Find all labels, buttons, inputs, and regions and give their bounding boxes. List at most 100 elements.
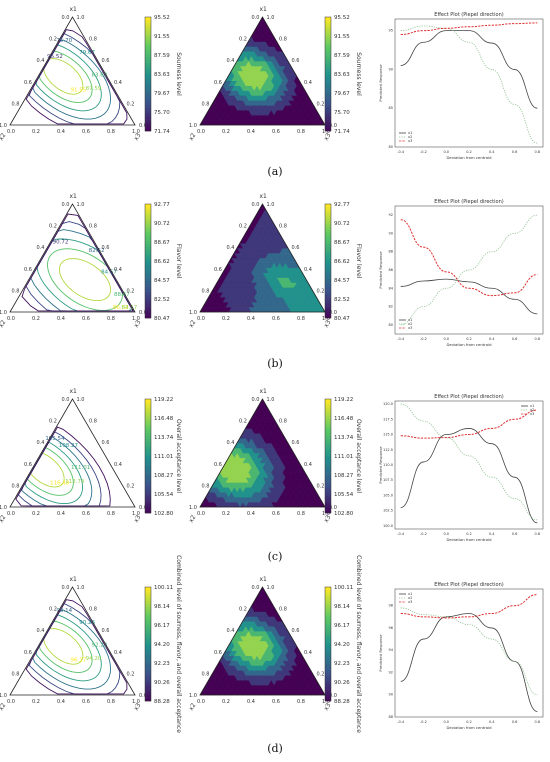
y-axis-label: Predicted Response (378, 634, 383, 672)
tick-label-x3: 0.6 (82, 511, 90, 517)
colorbar-cell (325, 215, 331, 219)
axis-label-x1: x1 (70, 6, 78, 13)
contour-label: 82.52 (89, 248, 105, 254)
colorbar-cell (145, 456, 151, 460)
tick-label-x3: 0.6 (272, 699, 280, 705)
series-line-x1 (400, 613, 538, 712)
colorbar-frame (144, 586, 152, 702)
axis-label-x1: x1 (70, 576, 78, 583)
colorbar-tick: 113.74 (334, 435, 354, 441)
colorbar-tick: 105.54 (154, 492, 174, 498)
colorbar-tick: 86.62 (154, 259, 170, 265)
colorbar-cell (325, 45, 331, 49)
contour-line (26, 447, 74, 496)
tick-label-x3: 0.0 (197, 511, 205, 517)
tick-label-x3: 1.0 (132, 699, 140, 705)
colorbar-cell (145, 42, 151, 46)
colorbar-cell (145, 56, 151, 61)
axis-label-x2: x2 (188, 702, 198, 712)
tick-label-x1: 1.0 (77, 15, 85, 21)
colorbar-cell (145, 48, 151, 52)
colorbar-cell (145, 626, 151, 631)
colorbar-cell (325, 595, 331, 599)
tick-label-x1: 0.6 (102, 245, 110, 251)
tick-label-x2: 0.8 (12, 671, 20, 677)
tick-label-x2: 1.0 (189, 505, 197, 511)
tick-label-x2: 0.0 (62, 202, 70, 208)
tick-label-x3: 0.2 (32, 511, 40, 517)
colorbar-cell (325, 604, 331, 608)
colorbar-tick: 83.63 (334, 72, 350, 78)
y-tick-label: 107.5 (383, 478, 393, 482)
colorbar-cell (325, 430, 331, 434)
colorbar-cell (325, 649, 331, 653)
tick-label-x2: 0.4 (227, 440, 235, 446)
colorbar-cell (325, 85, 331, 89)
effect-plot: Effect Plot (Piepel direction) -0.4 -0.2 0.… (378, 394, 544, 542)
colorbar-cell (325, 467, 331, 471)
colorbar-cell (145, 441, 151, 445)
tick-label-x1: 0.2 (317, 101, 325, 107)
colorbar-frame (324, 586, 332, 702)
axis-label-x2: x2 (188, 319, 198, 329)
colorbar-cell (325, 34, 331, 38)
tick-label-x1: 0.0 (139, 505, 147, 511)
colorbar-cell (325, 658, 331, 662)
colorbar-tick: 108.27 (334, 473, 354, 479)
colorbar-tick: 91.55 (334, 34, 350, 40)
colorbar-cell (145, 65, 151, 69)
tick-label-x2: 1.0 (0, 505, 7, 511)
colorbar-cell (325, 300, 331, 305)
series-line-x2 (400, 403, 538, 521)
contour-label: 90.26 (79, 620, 95, 626)
panel-caption: (d) (267, 742, 283, 755)
y-tick-label: 117.5 (383, 417, 393, 421)
x-tick-label: 0.2 (466, 720, 472, 724)
colorbar-cell (325, 62, 331, 66)
tick-label-x2: 0.6 (214, 267, 222, 273)
colorbar-cell (145, 204, 151, 208)
effect-plot-title: Effect Plot (Piepel direction) (434, 12, 503, 18)
axis-label-x3: x3 (133, 514, 143, 524)
colorbar-cell (145, 238, 151, 242)
colorbar-cell (145, 504, 151, 508)
filled-colorbar: 119.22 116.48 113.74 111.01 108.27 105.54 102.… (324, 397, 362, 517)
colorbar-cell (325, 399, 331, 403)
colorbar-cell (325, 122, 331, 126)
contour-line (28, 603, 121, 695)
colorbar-cell (325, 504, 331, 508)
colorbar-cell (145, 309, 151, 313)
x-tick-label: 0.0 (443, 337, 449, 341)
colorbar-tick: 88.67 (154, 240, 170, 246)
colorbar-cell (325, 312, 331, 316)
colorbar-tick: 100.11 (154, 585, 173, 591)
colorbar-cell (145, 675, 151, 679)
colorbar-cell (325, 221, 331, 225)
tick-label-x1: 0.0 (139, 310, 147, 316)
tick-label-x3: 1.0 (322, 316, 330, 322)
colorbar-cell (145, 22, 151, 26)
colorbar-cell (145, 269, 151, 273)
axis-label-x1: x1 (260, 6, 268, 13)
contour-colorbar: 100.11 98.14 96.17 94.20 92.23 90.26 88.28 Comb… (144, 555, 182, 733)
contour-label: 96.17 (70, 658, 86, 664)
colorbar-cell (325, 105, 331, 109)
colorbar-tick: 82.52 (334, 297, 350, 303)
contour-label: 95.52 (47, 54, 63, 60)
contour-label: 87.59 (86, 86, 102, 92)
legend-entry: x2 (530, 408, 534, 412)
colorbar-cell (325, 113, 331, 118)
y-tick-label: 102.5 (383, 509, 393, 513)
colorbar-cell (325, 266, 331, 270)
colorbar-tick: 116.48 (154, 416, 174, 422)
colorbar-cell (145, 681, 151, 685)
colorbar-tick: 105.54 (334, 492, 354, 498)
colorbar-cell (325, 441, 331, 445)
colorbar-cell (145, 255, 151, 259)
colorbar-cell (145, 478, 151, 482)
colorbar-cell (145, 71, 151, 75)
colorbar-cell (145, 295, 151, 299)
tick-label-x1: 0.8 (279, 607, 287, 613)
colorbar-cell (325, 226, 331, 230)
